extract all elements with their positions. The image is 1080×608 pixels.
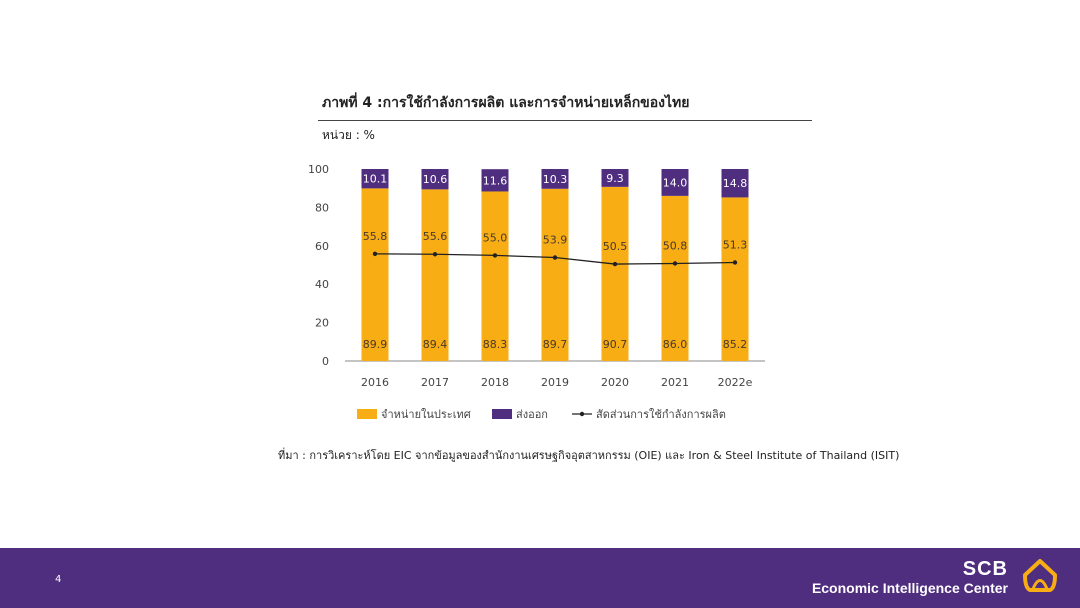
bar-domestic [481,191,509,361]
bar-export [661,169,689,196]
data-label-export: 10.3 [543,173,568,186]
bar-domestic [541,188,569,361]
line-point [432,252,438,257]
line-point [732,260,738,265]
data-label-domestic: 90.7 [603,338,628,351]
legend-point-utilization [579,411,585,417]
line-point [612,261,618,267]
x-tick-label: 2020 [601,376,629,389]
data-label-line: 51.3 [723,239,748,252]
data-label-line: 55.8 [363,230,388,243]
chart-bar-labels: 89.9 10.1 89.4 10.6 88.3 11.6 89.7 10.3 90.7 9.3 8… [363,172,748,351]
data-label-export: 14.0 [663,176,688,189]
chart-bars [361,169,749,361]
legend-label-export: ส่งออก [516,408,548,421]
bar-domestic [421,189,449,361]
bar-export [361,169,389,189]
data-label-line: 55.0 [483,231,508,244]
y-tick-label: 40 [315,278,329,291]
y-tick-label: 100 [308,163,329,176]
footer-bar: 4 SCB Economic Intelligence Center [0,548,1080,608]
brand-name: SCB [962,558,1008,580]
brand-subtitle: Economic Intelligence Center [811,580,1008,596]
source-note: ที่มา : การวิเคราะห์โดย EIC จากข้อมูลของ… [278,449,900,462]
legend-swatch-domestic [357,409,377,419]
legend-label-utilization: สัดส่วนการใช้กำลังการผลิต [596,408,726,421]
y-tick-label: 60 [315,240,329,253]
x-tick-label: 2018 [481,376,509,389]
legend-label-domestic: จำหน่ายในประเทศ [381,408,471,421]
data-label-domestic: 89.4 [423,338,448,351]
data-label-domestic: 89.7 [543,338,568,351]
data-label-export: 9.3 [606,172,624,185]
legend-swatch-export [492,409,512,419]
data-label-domestic: 88.3 [483,338,508,351]
data-label-export: 10.1 [363,173,388,186]
data-label-line: 55.6 [423,230,448,243]
x-tick-label: 2019 [541,376,569,389]
data-label-line: 50.5 [603,240,628,253]
chart-axes: 0 20 40 60 80 100 2016 2017 2018 2019 2020 2021 2022… [308,163,765,389]
data-label-domestic: 85.2 [723,338,748,351]
data-label-domestic: 86.0 [663,338,688,351]
data-label-export: 11.6 [483,174,508,187]
line-point [672,261,678,266]
bar-export [601,169,629,187]
y-tick-label: 20 [315,317,329,330]
chart-title: ภาพที่ 4 :การใช้กำลังการผลิต และการจำหน่… [322,95,690,111]
bar-domestic [661,195,689,361]
chart-legend: จำหน่ายในประเทศ ส่งออก สัดส่วนการใช้กำลังก… [357,408,726,421]
scb-logo-icon [1023,559,1057,592]
title-divider [318,120,812,121]
bar-export [421,169,449,190]
bar-domestic [361,188,389,361]
unit-label: หน่วย : % [322,128,375,142]
y-tick-label: 80 [315,201,329,214]
chart-line: 55.8 55.6 55.0 53.9 50.5 50.8 51.3 [363,230,748,267]
bar-domestic [601,186,629,361]
bar-domestic [721,197,749,361]
line-point [552,255,558,260]
page-number: 4 [55,574,62,585]
brand: SCB Economic Intelligence Center [812,558,1008,596]
line-point [372,251,378,257]
data-label-export: 10.6 [423,173,448,186]
line-point [492,253,498,258]
x-tick-label: 2017 [421,376,449,389]
x-tick-label: 2021 [661,376,689,389]
chart: 0 20 40 60 80 100 2016 2017 2018 2019 2020 2021 2022… [308,163,765,421]
y-tick-label: 0 [322,355,329,368]
data-label-line: 53.9 [543,234,568,247]
bar-export [481,169,509,192]
x-tick-label: 2016 [361,376,389,389]
data-label-line: 50.8 [663,239,688,252]
data-label-domestic: 89.9 [363,338,388,351]
bar-export [721,169,749,198]
x-tick-label: 2022e [718,376,753,389]
bar-export [541,169,569,189]
data-label-export: 14.8 [723,177,748,190]
